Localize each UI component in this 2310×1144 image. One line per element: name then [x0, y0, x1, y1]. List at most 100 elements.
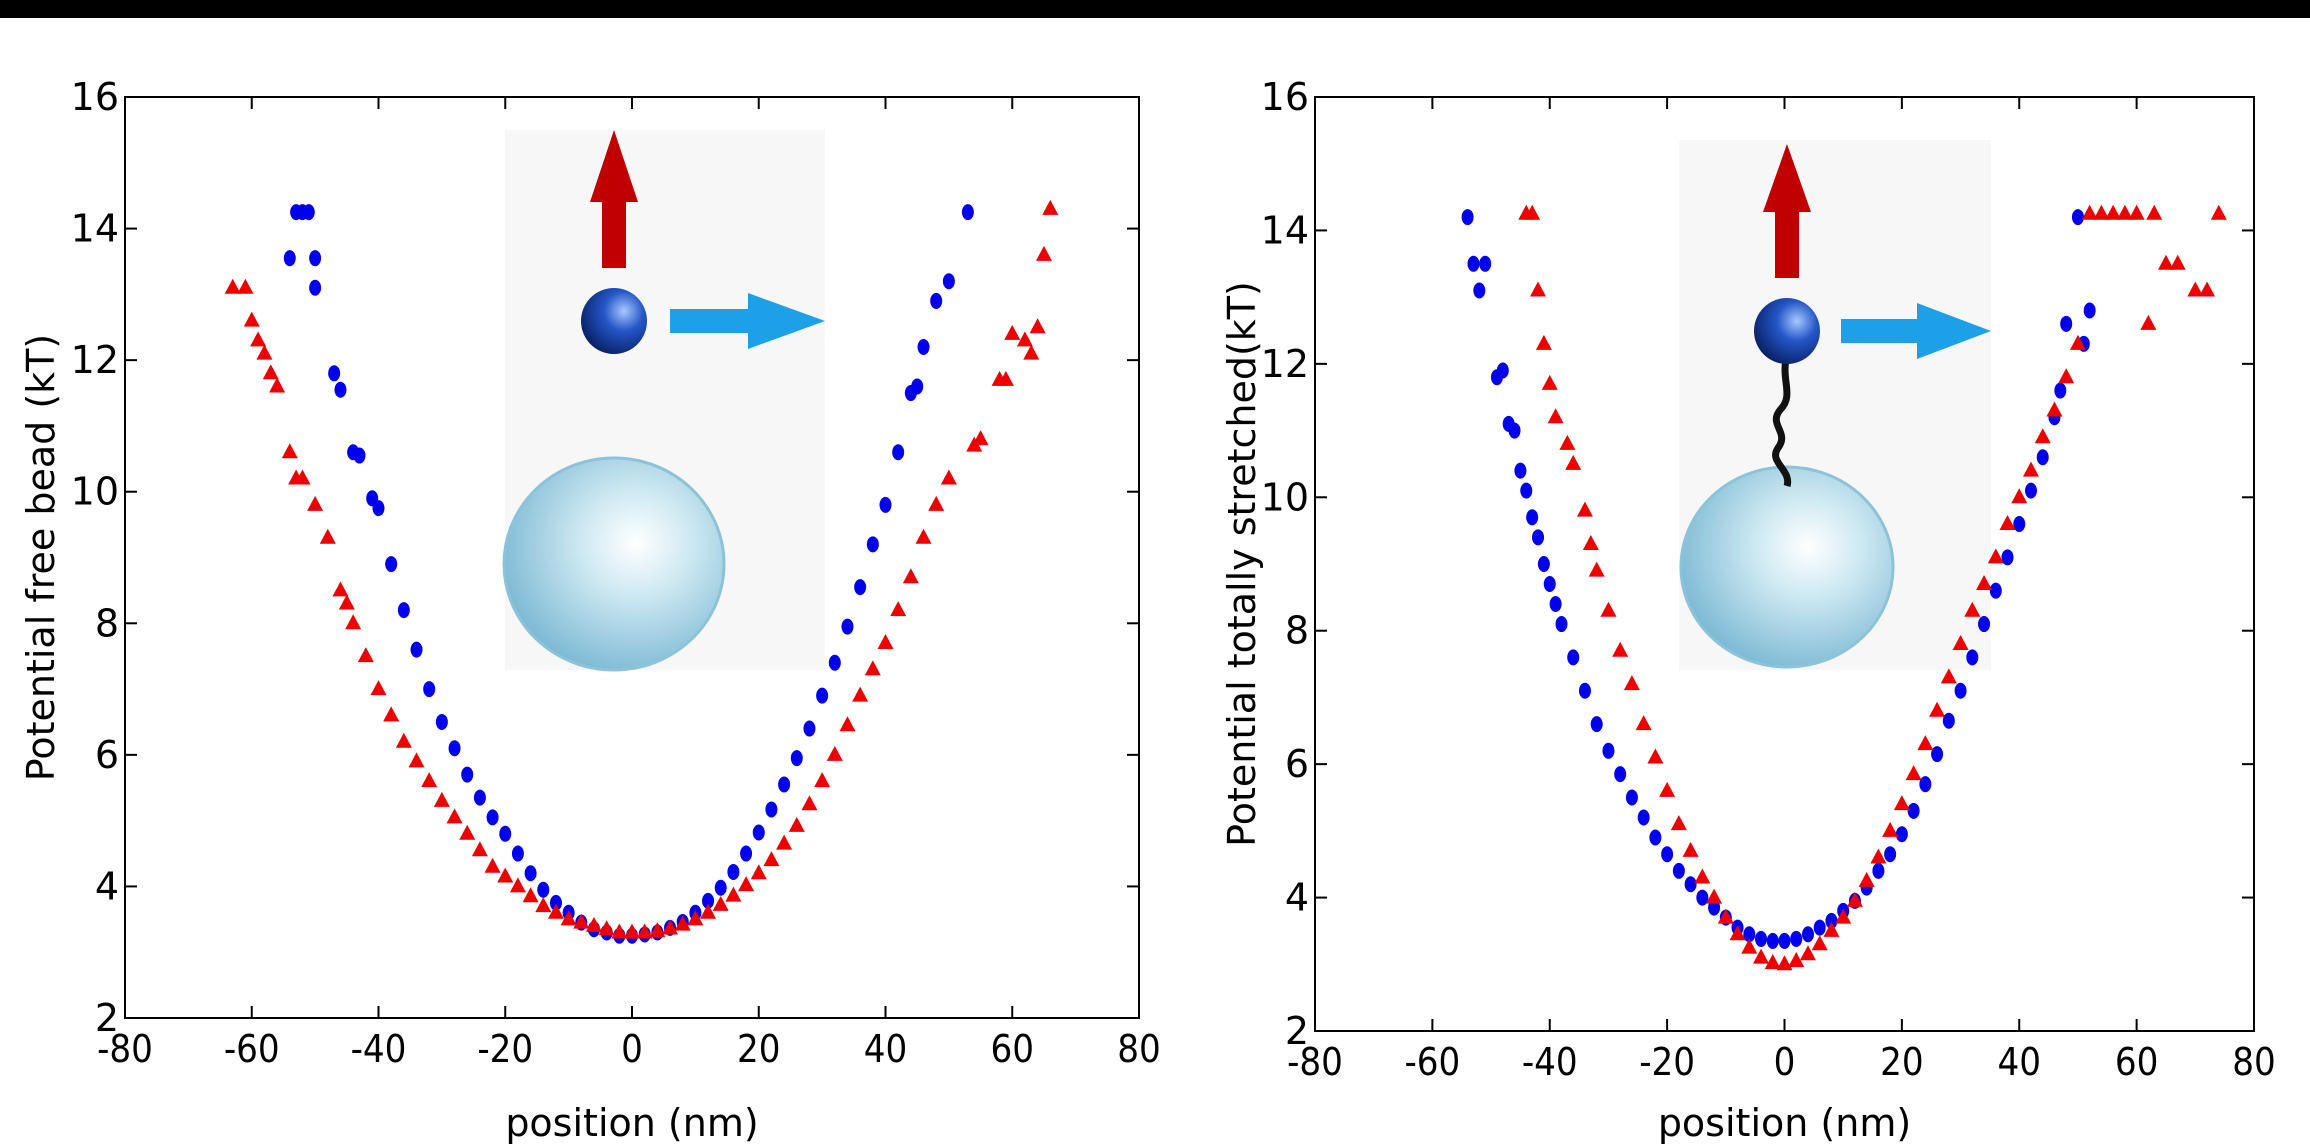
point	[1987, 548, 2004, 564]
point	[598, 920, 615, 936]
y-tick-label: 16	[1261, 75, 1309, 119]
point	[537, 881, 550, 898]
point	[816, 687, 829, 704]
point	[1625, 789, 1638, 806]
x-tick-label: 0	[621, 1027, 643, 1071]
x-tick-label: -20	[477, 1027, 533, 1071]
point	[1684, 876, 1697, 893]
y-axis-label: Potential totally stretched(kT)	[1220, 281, 1264, 847]
point	[1582, 534, 1599, 550]
point	[765, 801, 778, 818]
point	[1042, 199, 1059, 215]
point	[2058, 368, 2075, 384]
point	[866, 536, 879, 553]
point	[2128, 204, 2145, 220]
point	[1929, 701, 1946, 717]
point	[2081, 204, 2098, 220]
point	[852, 686, 869, 702]
x-axis-label: position (nm)	[505, 1101, 758, 1144]
point	[338, 594, 355, 610]
point	[1917, 735, 1934, 751]
point	[224, 278, 241, 294]
point	[395, 732, 412, 748]
point	[1479, 255, 1492, 272]
point	[283, 250, 296, 267]
point	[1543, 576, 1556, 593]
point	[1612, 641, 1629, 657]
point	[1532, 529, 1545, 546]
point	[611, 923, 628, 939]
point	[928, 495, 945, 511]
point	[1535, 334, 1552, 350]
point	[473, 789, 486, 806]
point	[522, 887, 539, 903]
point	[2046, 401, 2063, 417]
point	[942, 273, 955, 290]
point	[549, 894, 562, 911]
point	[1870, 848, 1887, 864]
point	[2157, 254, 2174, 270]
point	[1588, 561, 1605, 577]
point	[334, 381, 347, 398]
point	[1976, 575, 1993, 591]
point	[662, 919, 679, 935]
point	[250, 331, 267, 347]
point	[1526, 509, 1539, 526]
point	[1461, 209, 1474, 226]
point	[421, 772, 438, 788]
point	[499, 825, 512, 842]
illustration-free	[502, 130, 825, 672]
y-tick-label: 4	[95, 864, 119, 908]
point	[940, 469, 957, 485]
point	[854, 579, 867, 596]
point	[1537, 556, 1550, 572]
point	[1559, 434, 1576, 450]
point	[1590, 716, 1603, 733]
x-tick-label: 80	[1117, 1027, 1161, 1071]
point	[471, 841, 488, 857]
point	[262, 364, 279, 380]
point	[790, 750, 803, 767]
point	[1893, 795, 1910, 811]
point	[1637, 809, 1650, 826]
point	[2071, 209, 2084, 226]
x-tick-label: -80	[97, 1027, 153, 1071]
point	[1741, 938, 1758, 954]
point	[1778, 932, 1791, 949]
point	[776, 834, 793, 850]
point	[727, 863, 740, 880]
point	[1954, 682, 1967, 699]
point	[269, 377, 286, 393]
x-tick-label: 0	[1774, 1040, 1796, 1084]
point	[826, 745, 843, 761]
point	[1966, 649, 1979, 666]
point	[1790, 930, 1803, 947]
point	[1801, 926, 1814, 943]
point	[1753, 948, 1770, 964]
point	[535, 897, 552, 913]
point	[302, 204, 315, 221]
point	[2169, 254, 2186, 270]
point	[1661, 846, 1674, 863]
point	[752, 824, 765, 841]
y-tick-label: 4	[1285, 876, 1309, 920]
y-tick-label: 12	[1261, 342, 1309, 386]
point	[281, 443, 298, 459]
point	[309, 250, 322, 267]
point	[2001, 549, 2014, 566]
point	[841, 618, 854, 635]
x-tick-label: 40	[1998, 1040, 2042, 1084]
point	[1496, 362, 1509, 379]
point	[486, 809, 499, 826]
point	[509, 877, 526, 893]
point	[2146, 204, 2163, 220]
point	[702, 892, 715, 909]
point	[877, 634, 894, 650]
point	[1659, 781, 1676, 797]
point	[1884, 846, 1897, 863]
point	[2054, 382, 2067, 399]
point	[890, 601, 907, 617]
point	[2013, 515, 2026, 532]
point	[383, 706, 400, 722]
point	[1999, 514, 2016, 530]
